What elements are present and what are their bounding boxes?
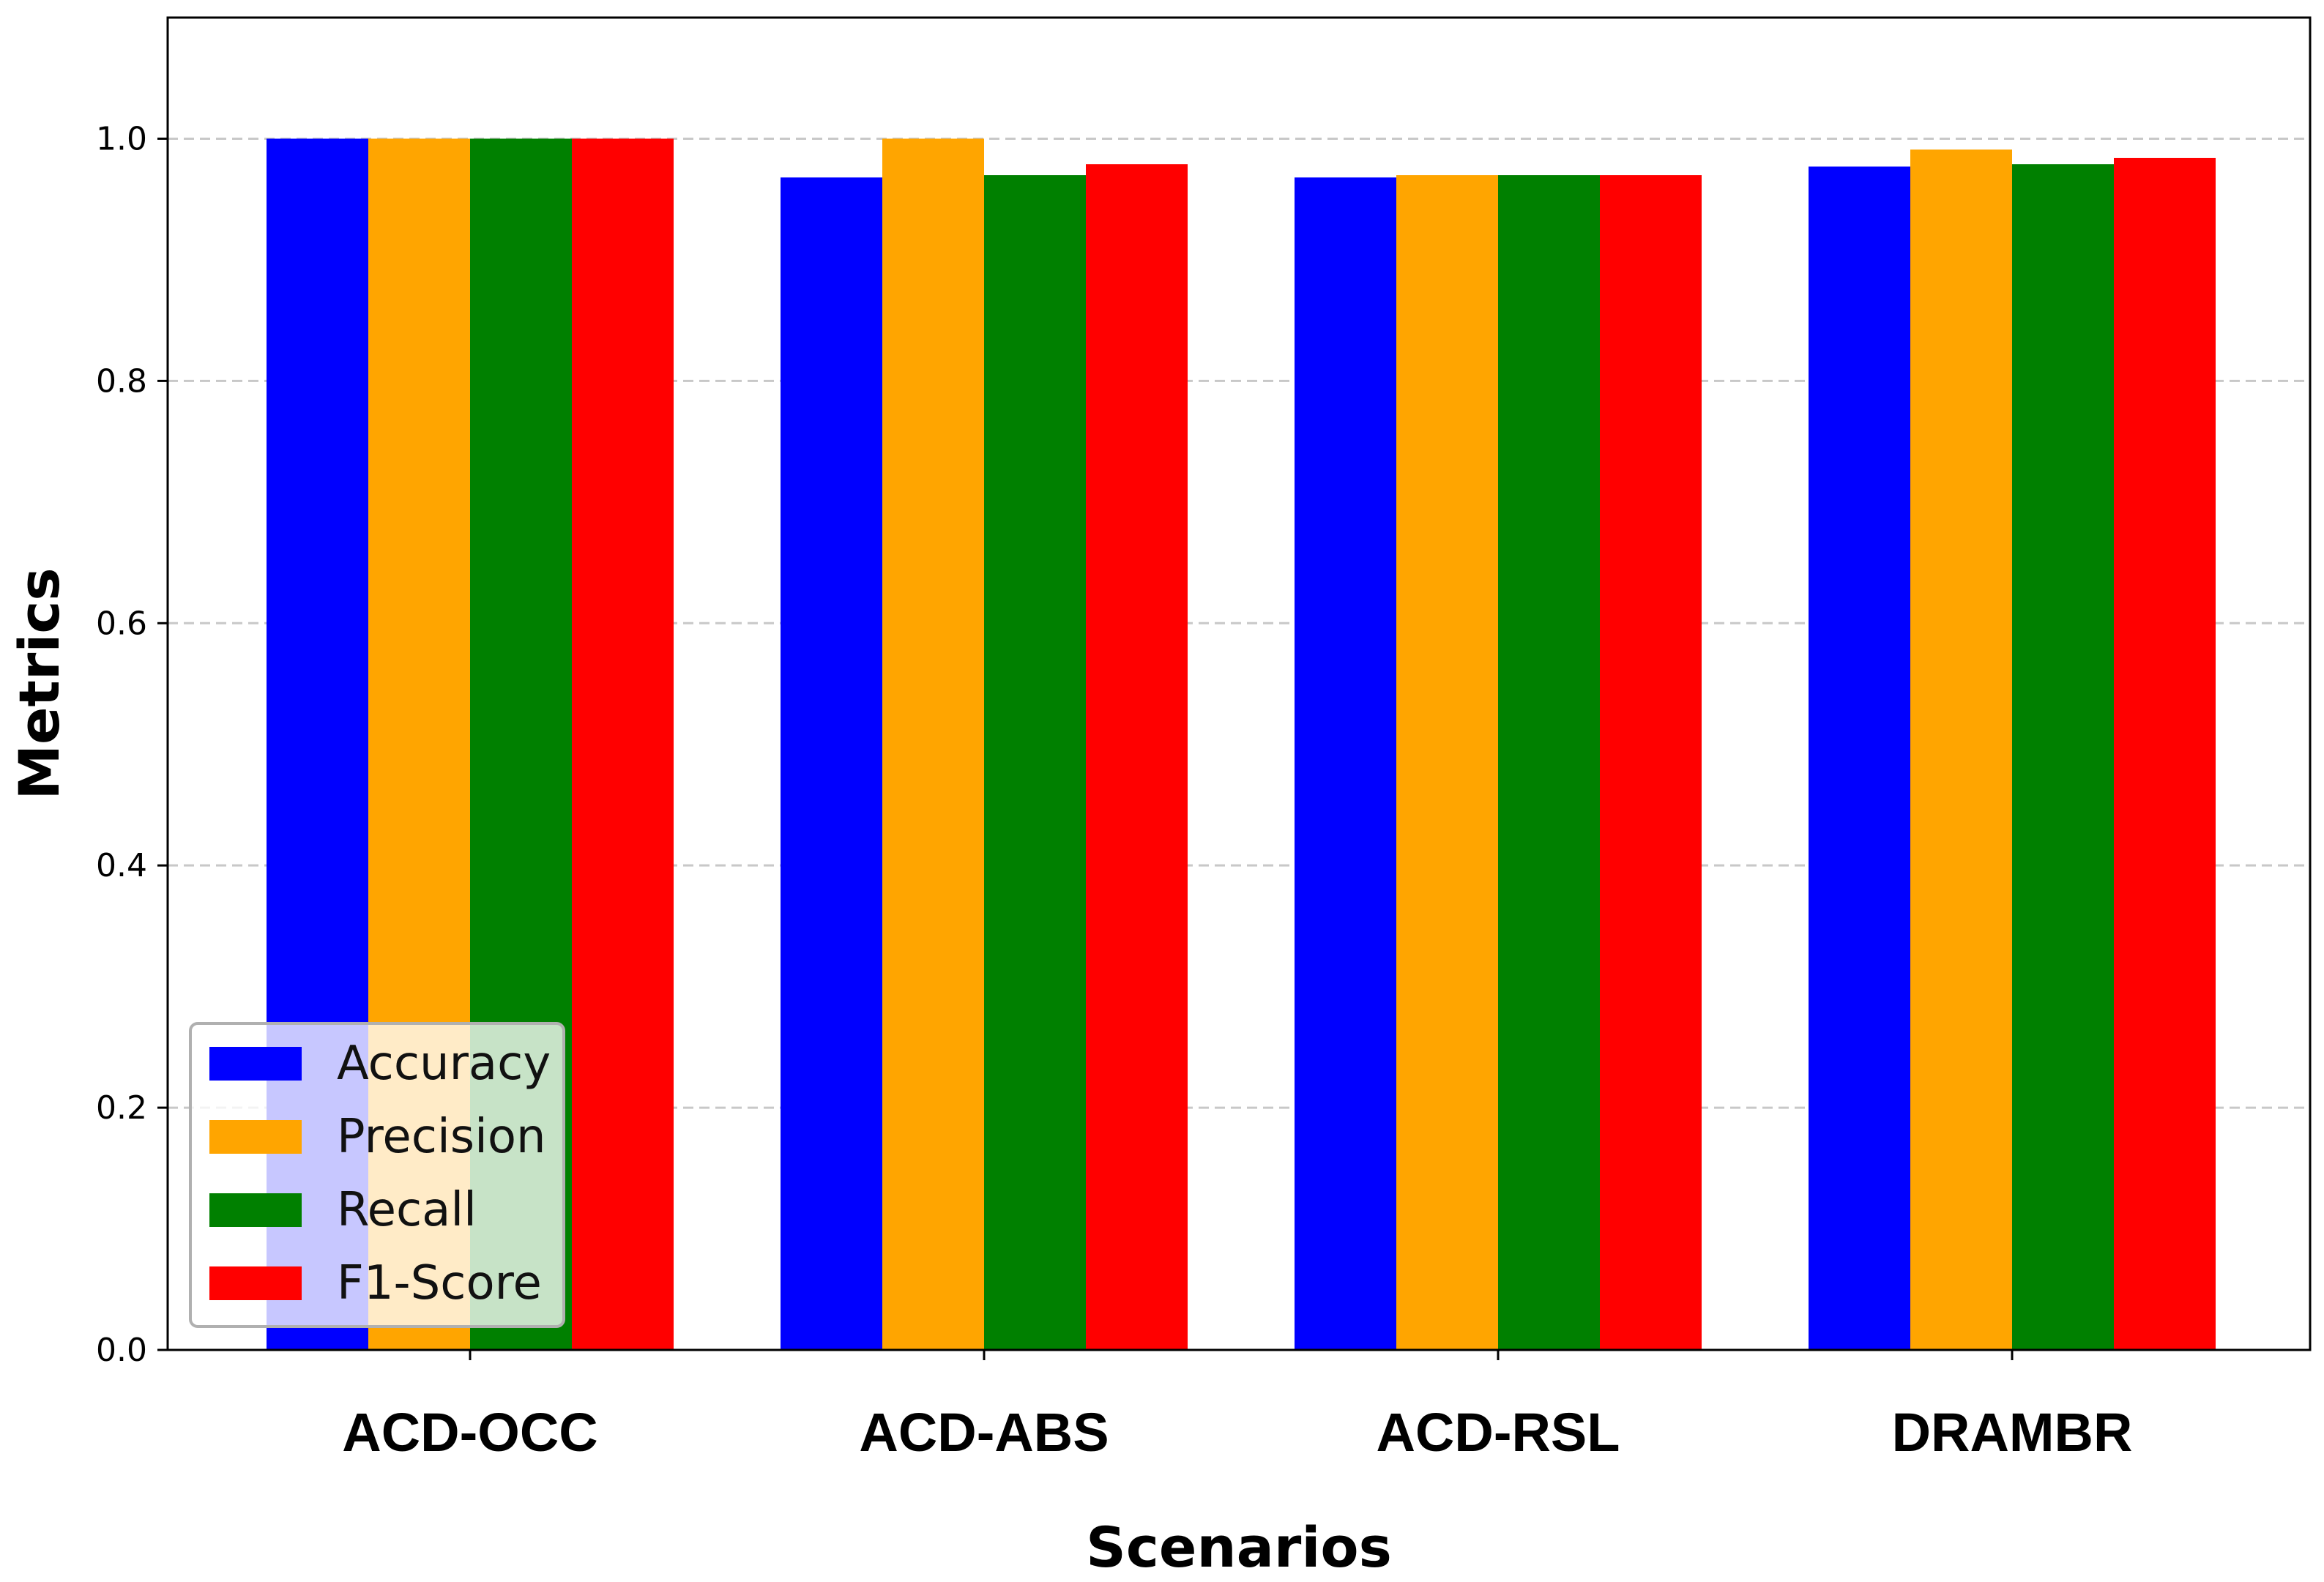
- x-axis-title: Scenarios: [1086, 1515, 1392, 1578]
- bar-f1-score-acd-occ: [572, 138, 674, 1350]
- y-tick-label: 0.4: [96, 847, 147, 884]
- axis-ticks: 0.0 0.2 0.4 0.6 0.8 1.0 ACD-OCC ACD-ABS ACD-RSL D…: [96, 120, 2132, 1463]
- bar-recall-acd-rsl: [1498, 175, 1600, 1350]
- bar-recall-acd-abs: [984, 175, 1086, 1350]
- legend-label-precision: Precision: [337, 1110, 546, 1164]
- plot-frame: [166, 16, 2312, 1351]
- legend-swatch-accuracy: [209, 1047, 302, 1081]
- bar-f1-score-drambr: [2114, 157, 2216, 1351]
- y-axis-title: Metrics: [7, 567, 72, 799]
- y-tick-label: 0.2: [96, 1089, 147, 1127]
- legend-label-accuracy: Accuracy: [337, 1037, 551, 1091]
- bar-precision-acd-rsl: [1396, 175, 1498, 1350]
- bar-accuracy-acd-abs: [781, 177, 882, 1350]
- legend-label-f1-score: F1-Score: [337, 1256, 542, 1310]
- x-tick-label: ACD-OCC: [342, 1402, 597, 1463]
- bar-precision-acd-abs: [882, 138, 984, 1350]
- x-tick-label: DRAMBR: [1892, 1402, 2133, 1463]
- y-tick-label: 0.0: [96, 1332, 147, 1369]
- y-tick-label: 1.0: [96, 120, 147, 157]
- y-tick-label: 0.8: [96, 362, 147, 400]
- bar-f1-score-acd-rsl: [1600, 175, 1702, 1350]
- bar-recall-drambr: [2012, 164, 2114, 1351]
- legend-label-recall: Recall: [337, 1183, 477, 1237]
- legend: Accuracy Precision Recall F1-Score: [189, 1022, 565, 1328]
- x-tick-label: ACD-ABS: [859, 1402, 1109, 1463]
- y-tick-label: 0.6: [96, 605, 147, 642]
- bar-accuracy-drambr: [1809, 166, 1910, 1351]
- bar-precision-drambr: [1910, 149, 2012, 1350]
- bar-f1-score-acd-abs: [1086, 164, 1188, 1351]
- bar-accuracy-acd-rsl: [1295, 177, 1396, 1350]
- legend-box: [189, 1022, 565, 1328]
- legend-swatch-precision: [209, 1120, 302, 1154]
- legend-swatch-f1-score: [209, 1266, 302, 1300]
- legend-swatch-recall: [209, 1193, 302, 1227]
- x-tick-label: ACD-RSL: [1377, 1402, 1620, 1463]
